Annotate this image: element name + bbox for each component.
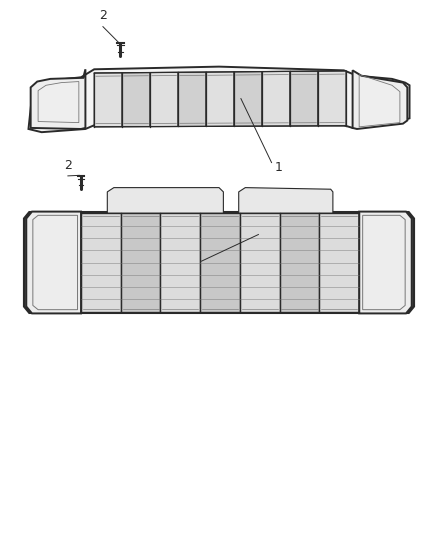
Polygon shape xyxy=(31,69,85,129)
Polygon shape xyxy=(353,70,407,129)
Bar xyxy=(200,213,240,312)
Polygon shape xyxy=(94,73,122,127)
Text: 1: 1 xyxy=(261,232,269,245)
Bar xyxy=(160,213,200,312)
Polygon shape xyxy=(26,212,81,313)
Polygon shape xyxy=(178,72,206,126)
Polygon shape xyxy=(28,67,410,132)
Bar xyxy=(280,213,319,312)
Polygon shape xyxy=(290,71,318,126)
Polygon shape xyxy=(26,213,412,312)
Polygon shape xyxy=(206,72,234,126)
Bar xyxy=(240,213,280,312)
Polygon shape xyxy=(107,188,223,213)
Bar xyxy=(121,213,160,312)
Polygon shape xyxy=(239,188,333,213)
Bar xyxy=(319,213,359,312)
Bar xyxy=(81,213,121,312)
Polygon shape xyxy=(359,212,412,313)
Polygon shape xyxy=(122,72,150,127)
Text: 2: 2 xyxy=(99,10,107,22)
Polygon shape xyxy=(234,71,262,126)
Polygon shape xyxy=(262,71,290,126)
Polygon shape xyxy=(318,71,346,126)
Polygon shape xyxy=(150,72,178,127)
Text: 1: 1 xyxy=(274,161,282,174)
Text: 2: 2 xyxy=(64,159,72,172)
